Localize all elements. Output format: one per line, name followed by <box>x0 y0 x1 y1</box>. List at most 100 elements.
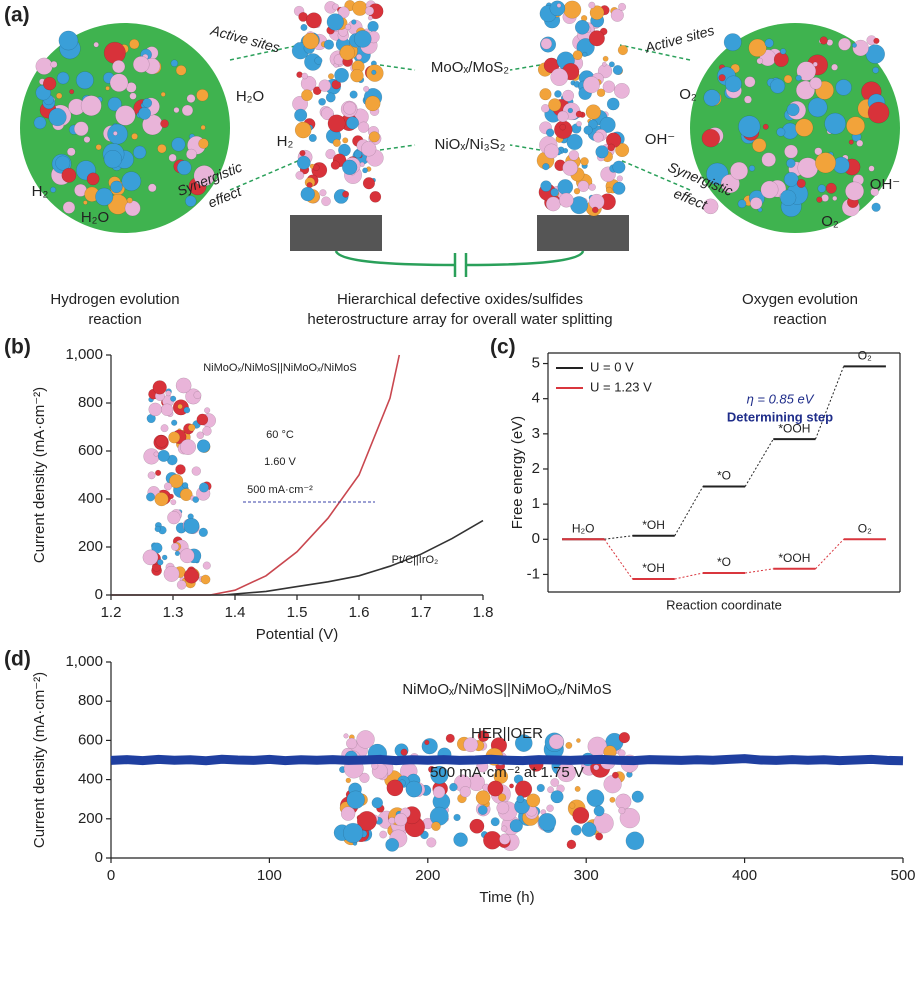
molecule-sphere <box>567 840 576 849</box>
molecule-sphere <box>587 790 604 807</box>
molecule-sphere <box>171 543 179 551</box>
species: OH⁻ <box>645 131 675 148</box>
molecule-sphere <box>594 765 600 771</box>
molecule-sphere <box>81 96 101 116</box>
panel-label: (c) <box>490 336 516 359</box>
molecule-sphere <box>470 819 484 833</box>
molecule-sphere <box>171 420 177 426</box>
molecule-sphere <box>352 1 367 16</box>
state-label: O₂ <box>858 349 872 363</box>
molecule-sphere <box>613 65 623 75</box>
molecule-sphere <box>63 202 75 214</box>
molecule-sphere <box>148 184 156 192</box>
molecule-sphere <box>370 191 381 202</box>
molecule-sphere <box>491 817 500 826</box>
molecule-sphere <box>849 140 854 145</box>
annotation: 500 mA·cm⁻² at 1.75 V <box>430 764 584 781</box>
molecule-sphere <box>347 791 365 809</box>
electrode <box>290 215 382 251</box>
molecule-sphere <box>757 58 763 64</box>
molecule-sphere <box>460 786 471 797</box>
y-tick-label: 1,000 <box>65 653 103 670</box>
molecule-sphere <box>333 139 341 147</box>
molecule-sphere <box>610 797 615 802</box>
state-label: *O <box>717 469 731 483</box>
molecule-sphere <box>342 160 357 175</box>
species: O₂ <box>821 213 839 230</box>
connector <box>675 487 703 536</box>
molecule-sphere <box>162 555 167 560</box>
molecule-sphere <box>618 45 628 55</box>
molecule-sphere <box>368 16 372 20</box>
molecule-sphere <box>832 196 837 201</box>
molecule-sphere <box>574 188 580 194</box>
molecule-sphere <box>820 37 828 45</box>
molecule-sphere <box>595 833 603 841</box>
molecule-sphere <box>401 749 408 756</box>
species: H₂ <box>277 133 294 150</box>
molecule-sphere <box>372 70 377 75</box>
molecule-sphere <box>180 439 196 455</box>
molecule-sphere <box>770 79 785 94</box>
molecule-sphere <box>180 549 194 563</box>
y-axis-label: Current density (mA·cm⁻²) <box>31 672 48 848</box>
connector <box>745 439 773 486</box>
molecule-sphere <box>614 83 629 98</box>
molecule-sphere <box>583 76 600 93</box>
molecule-sphere <box>303 33 319 49</box>
molecule-sphere <box>122 172 141 191</box>
molecule-sphere <box>197 432 204 439</box>
y-tick-label: 4 <box>532 390 540 407</box>
molecule-sphere <box>571 825 581 835</box>
molecule-sphere <box>617 176 623 182</box>
molecule-sphere <box>825 113 846 134</box>
molecule-sphere <box>607 98 619 110</box>
y-tick-label: 400 <box>78 771 103 788</box>
molecule-sphere <box>738 116 760 138</box>
molecule-sphere <box>49 108 67 126</box>
species: H₂O <box>236 88 264 105</box>
y-tick-label: 600 <box>78 442 103 459</box>
molecule-sphere <box>59 31 78 50</box>
molecule-sphere <box>551 790 564 803</box>
molecule-sphere <box>724 33 741 50</box>
molecule-sphere <box>499 834 510 845</box>
molecule-sphere <box>36 58 53 75</box>
species: H₂O <box>81 209 109 226</box>
molecule-sphere <box>846 117 864 135</box>
molecule-sphere <box>744 96 752 104</box>
molecule-sphere <box>549 734 564 749</box>
molecule-sphere <box>84 136 90 142</box>
molecule-sphere <box>845 182 864 201</box>
molecule-sphere <box>170 396 176 402</box>
molecule-sphere <box>294 109 307 122</box>
molecule-sphere <box>619 732 630 743</box>
molecule-sphere <box>188 424 195 431</box>
molecule-sphere <box>184 407 190 413</box>
molecule-sphere <box>346 738 357 749</box>
molecule-sphere <box>593 132 603 142</box>
molecule-sphere <box>51 61 58 68</box>
molecule-sphere <box>199 483 209 493</box>
molecule-sphere <box>201 125 206 130</box>
molecule-sphere <box>853 40 869 56</box>
molecule-sphere <box>154 452 159 457</box>
molecule-sphere <box>138 107 150 119</box>
molecule-sphere <box>34 117 46 129</box>
molecule-sphere <box>454 814 461 821</box>
molecule-sphere <box>328 73 334 79</box>
molecule-sphere <box>343 138 349 144</box>
molecule-sphere <box>821 194 828 201</box>
connector <box>816 539 844 569</box>
molecule-sphere <box>346 778 351 783</box>
molecule-sphere <box>321 197 330 206</box>
molecule-sphere <box>586 105 601 120</box>
molecule-sphere <box>815 153 835 173</box>
x-tick-label: 1.3 <box>163 604 184 621</box>
caption: reaction <box>773 311 826 328</box>
molecule-sphere <box>454 833 468 847</box>
molecule-sphere <box>149 403 162 416</box>
state-label: H₂O <box>572 521 595 535</box>
molecule-sphere <box>313 165 319 171</box>
molecule-sphere <box>62 168 76 182</box>
